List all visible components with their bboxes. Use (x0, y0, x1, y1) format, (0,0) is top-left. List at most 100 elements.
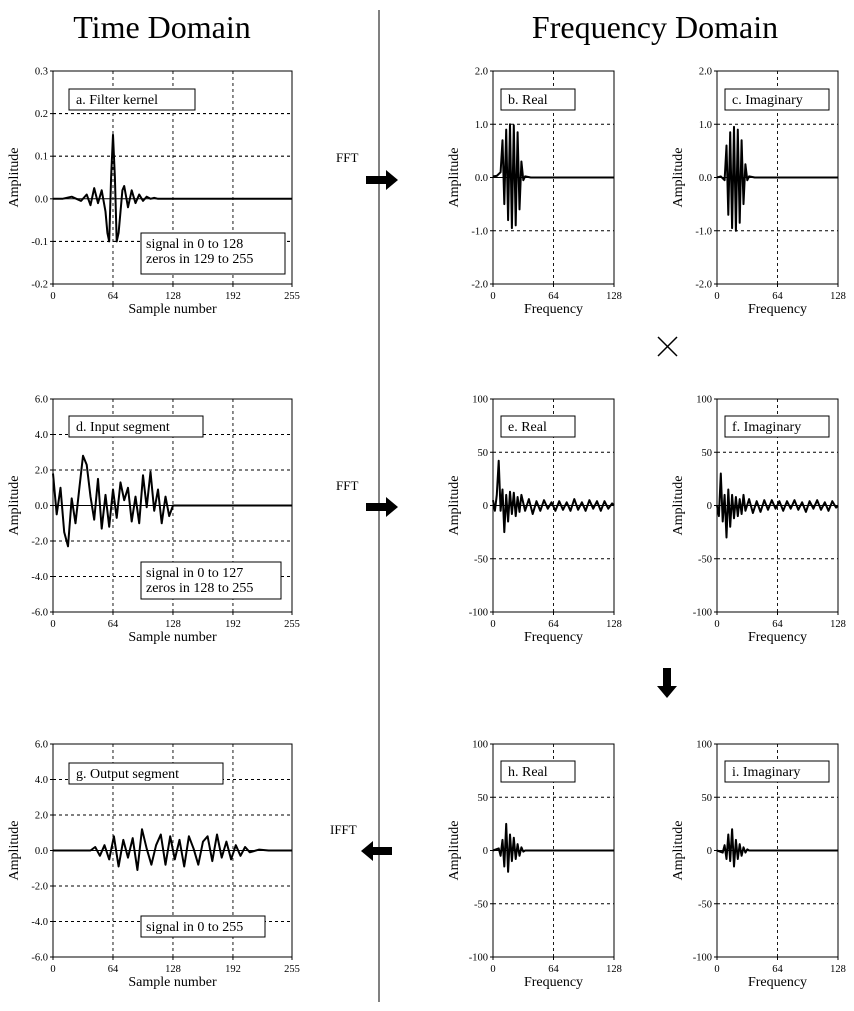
right-arrow-icon (366, 170, 398, 190)
y-tick-label: 2.0 (475, 67, 488, 78)
note-text: signal in 0 to 128 (146, 237, 243, 252)
series-line (716, 472, 839, 539)
y-tick-label: -4.0 (31, 917, 48, 928)
y-tick-label: 50 (478, 793, 489, 804)
x-axis-label: Frequency (748, 975, 807, 990)
x-axis-label: Frequency (524, 630, 583, 645)
left-arrow-icon (361, 841, 392, 861)
y-tick-label: -2.0 (31, 882, 48, 893)
y-tick-label: -50 (474, 554, 488, 565)
note-box (140, 232, 286, 275)
x-tick-label: 64 (108, 291, 119, 302)
x-tick-label: 0 (50, 964, 55, 975)
note-box (140, 915, 266, 938)
x-tick-label: 192 (225, 964, 241, 975)
panels-group: 0.30.20.10.0-0.1-0.20 64 128 192 255Amplitud… (7, 67, 846, 991)
series-line (716, 828, 838, 868)
panel-label-box (68, 415, 204, 438)
y-axis-label: Amplitude (7, 148, 22, 208)
series-line (492, 123, 614, 230)
y-tick-label: -1.0 (471, 226, 488, 237)
x-tick-label: 128 (165, 964, 181, 975)
y-tick-label: 2.0 (699, 67, 712, 78)
y-tick-label: -100 (693, 608, 712, 619)
plot-panel-b: 2.0 1.0 0.0 -1.0 -2.00 64 128 Amplitude Frequenc… (447, 67, 622, 318)
panel-label: d. Input segment (76, 420, 170, 435)
x-tick-label: 0 (714, 964, 719, 975)
panel-label: f. Imaginary (732, 420, 801, 435)
y-tick-label: -6.0 (31, 608, 48, 619)
note-text: zeros in 129 to 255 (146, 252, 253, 267)
x-axis-label: Frequency (524, 302, 583, 317)
x-tick-label: 192 (225, 291, 241, 302)
note-box (140, 561, 282, 600)
x-tick-label: 64 (108, 964, 119, 975)
panel-label: a. Filter kernel (76, 93, 158, 108)
x-axis-label: Frequency (748, 302, 807, 317)
x-tick-label: 255 (284, 291, 300, 302)
y-tick-label: -1.0 (695, 226, 712, 237)
x-tick-label: 64 (108, 619, 119, 630)
x-tick-label: 128 (606, 291, 622, 302)
panel-label-box (68, 762, 224, 785)
x-tick-label: 128 (830, 291, 846, 302)
y-tick-label: -6.0 (31, 953, 48, 964)
right-arrow-icon (366, 497, 398, 517)
series-line (53, 828, 292, 871)
time-domain-header: Time Domain (73, 9, 251, 45)
x-tick-label: 0 (714, 291, 719, 302)
y-tick-label: 4.0 (35, 775, 48, 786)
x-tick-label: 0 (50, 291, 55, 302)
note-text: signal in 0 to 127 (146, 566, 243, 581)
panel-label-box (724, 760, 830, 783)
plot-panel-g: 6.0 4.0 2.0 0.0 -2.0 -4.0 -6.00 64 128 192 255 Ampl… (7, 740, 300, 991)
fft-label-2: FFT (336, 478, 358, 493)
panel-label-box (500, 415, 576, 438)
y-tick-label: 0.3 (35, 67, 48, 78)
y-tick-label: 50 (702, 448, 713, 459)
y-axis-label: Amplitude (671, 476, 686, 536)
panel-label: c. Imaginary (732, 93, 803, 108)
panel-label-box (724, 88, 830, 111)
x-tick-label: 0 (490, 619, 495, 630)
y-tick-label: 2.0 (35, 466, 48, 477)
y-tick-label: 100 (696, 740, 712, 751)
y-tick-label: 6.0 (35, 395, 48, 406)
x-tick-label: 0 (490, 291, 495, 302)
y-tick-label: 0.0 (475, 173, 488, 184)
y-tick-label: 1.0 (475, 120, 488, 131)
fft-label-1: FFT (336, 150, 358, 165)
ifft-label: IFFT (330, 822, 357, 837)
y-tick-label: 1.0 (699, 120, 712, 131)
y-tick-label: 0.2 (35, 109, 48, 120)
x-axis-label: Frequency (748, 630, 807, 645)
series-line (53, 133, 292, 243)
panel-label-box (500, 88, 576, 111)
x-axis-label: Sample number (128, 630, 217, 645)
y-axis-label: Amplitude (671, 821, 686, 881)
panel-label-box (500, 760, 576, 783)
y-axis-label: Amplitude (7, 821, 22, 881)
y-tick-label: -0.2 (31, 280, 48, 291)
y-tick-label: 50 (478, 448, 489, 459)
x-axis-label: Sample number (128, 302, 217, 317)
y-tick-label: 0.0 (35, 194, 48, 205)
y-tick-label: 50 (702, 793, 713, 804)
x-tick-label: 128 (606, 964, 622, 975)
panel-label: i. Imaginary (732, 765, 800, 780)
plot-panel-a: 0.3 0.2 0.1 0.0 -0.1 -0.20 64 128 192 255 Amplitud… (7, 67, 300, 318)
multiply-icon (657, 336, 678, 357)
y-tick-label: 2.0 (35, 811, 48, 822)
note-text: signal in 0 to 255 (146, 920, 243, 935)
panel-label: b. Real (508, 93, 548, 108)
x-tick-label: 128 (165, 619, 181, 630)
x-tick-label: 128 (606, 619, 622, 630)
y-tick-label: -50 (698, 554, 712, 565)
y-tick-label: -2.0 (471, 280, 488, 291)
panel-label-box (724, 415, 830, 438)
y-tick-label: 100 (696, 395, 712, 406)
x-tick-label: 64 (548, 291, 559, 302)
